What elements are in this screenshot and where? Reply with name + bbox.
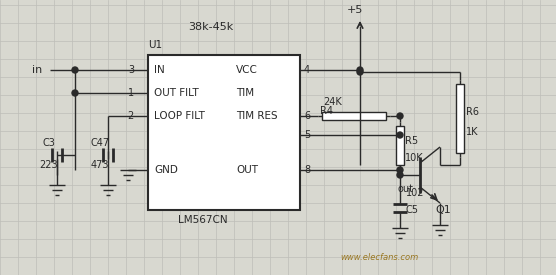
Bar — [456, 84, 464, 153]
Text: VCC: VCC — [236, 65, 258, 75]
Text: www.elecfans.com: www.elecfans.com — [340, 254, 418, 263]
Text: 24K: 24K — [323, 97, 342, 107]
Text: C3: C3 — [43, 138, 56, 148]
Circle shape — [357, 67, 363, 73]
Text: C47: C47 — [91, 138, 110, 148]
Bar — [148, 55, 300, 210]
Text: U1: U1 — [148, 40, 162, 50]
Text: 4: 4 — [304, 65, 310, 75]
Text: TIM: TIM — [236, 88, 254, 98]
Bar — [396, 126, 404, 165]
Text: TIM RES: TIM RES — [236, 111, 277, 121]
Text: 2: 2 — [128, 111, 134, 121]
Text: IN: IN — [154, 65, 165, 75]
Text: Q1: Q1 — [435, 205, 451, 215]
Text: 102: 102 — [406, 188, 424, 198]
Text: 6: 6 — [304, 111, 310, 121]
Text: GND: GND — [154, 165, 178, 175]
Circle shape — [397, 113, 403, 119]
Text: 1: 1 — [128, 88, 134, 98]
Circle shape — [72, 90, 78, 96]
Text: in: in — [32, 65, 42, 75]
Text: LOOP FILT: LOOP FILT — [154, 111, 205, 121]
Text: 473: 473 — [91, 160, 109, 170]
Text: 3: 3 — [128, 65, 134, 75]
Circle shape — [357, 69, 363, 75]
Text: LM567CN: LM567CN — [178, 215, 227, 225]
Text: 5: 5 — [304, 130, 310, 140]
Text: 1K: 1K — [466, 127, 479, 137]
Text: +5: +5 — [347, 5, 363, 15]
Text: OUT FILT: OUT FILT — [154, 88, 198, 98]
Text: 10K: 10K — [405, 153, 424, 163]
Text: C5: C5 — [406, 205, 419, 215]
Circle shape — [397, 167, 403, 173]
Circle shape — [72, 67, 78, 73]
Bar — [322, 112, 386, 120]
Text: out: out — [398, 184, 414, 194]
Text: R4: R4 — [320, 106, 333, 116]
Text: R5: R5 — [405, 136, 418, 146]
Text: 38k-45k: 38k-45k — [188, 22, 234, 32]
Text: 8: 8 — [304, 165, 310, 175]
Text: OUT: OUT — [236, 165, 258, 175]
Text: 223: 223 — [39, 160, 58, 170]
Text: R6: R6 — [466, 107, 479, 117]
Circle shape — [397, 172, 403, 178]
Circle shape — [397, 132, 403, 138]
